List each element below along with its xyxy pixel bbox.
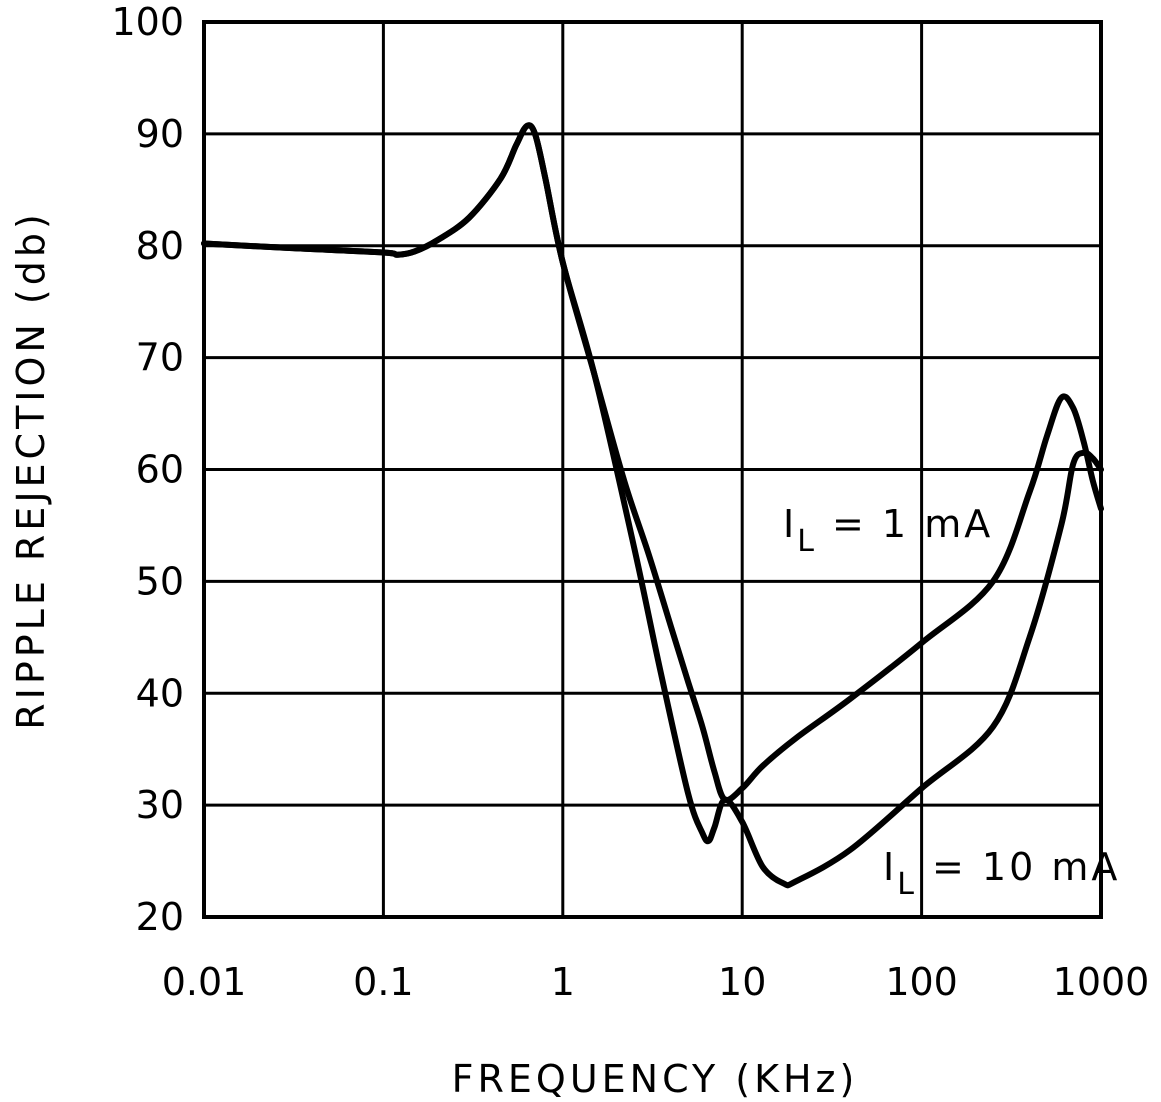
- y-tick-label: 90: [136, 112, 184, 156]
- x-axis-title: FREQUENCY (KHz): [452, 1057, 859, 1101]
- series-label-1ma: IL = 1 mA: [783, 502, 993, 559]
- y-tick-label: 50: [136, 559, 184, 603]
- y-tick-label: 100: [111, 0, 184, 44]
- series-layer: [201, 122, 1104, 889]
- y-tick-label: 30: [136, 783, 184, 827]
- y-tick-label: 80: [136, 224, 184, 268]
- series-label-10ma: IL = 10 mA: [883, 845, 1120, 902]
- y-tick-label: 70: [136, 336, 184, 380]
- x-tick-label: 1: [551, 960, 575, 1004]
- y-tick-label: 60: [136, 448, 184, 492]
- tick-label-layer: 0.01 0.1 1 10 100 1000 20 30 40 50 60 70 80 90 100: [111, 0, 1149, 1004]
- series-line-1ma: [201, 122, 1104, 804]
- x-tick-label: 0.01: [162, 960, 247, 1004]
- x-tick-label: 0.1: [353, 960, 413, 1004]
- grid-layer: [202, 20, 1103, 919]
- series-line-10ma: [201, 122, 1104, 889]
- y-tick-label: 40: [136, 671, 184, 715]
- x-tick-label: 100: [885, 960, 958, 1004]
- x-tick-label: 1000: [1053, 960, 1150, 1004]
- y-axis-title: RIPPLE REJECTION (db): [9, 210, 53, 730]
- y-tick-label: 20: [136, 895, 184, 939]
- x-tick-label: 10: [718, 960, 766, 1004]
